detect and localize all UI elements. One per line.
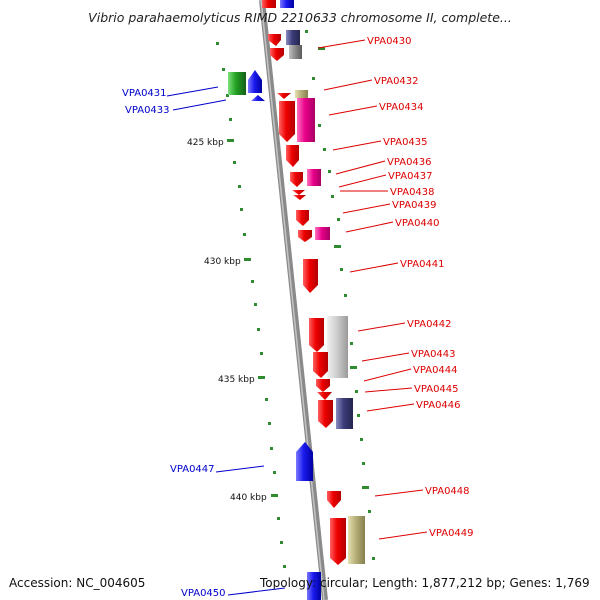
gene-label[interactable]: VPA0440 [395,218,440,229]
gene-feature [327,491,341,508]
genes-left-strand [228,70,313,481]
gene-feature [313,352,328,378]
gene-feature [303,259,318,293]
label-leader-lines [166,39,428,596]
gene-feature [280,0,294,8]
gene-label[interactable]: VPA0430 [367,36,412,47]
gene-feature [286,145,299,167]
scale-label: 425 kbp [187,138,224,148]
gene-feature [295,90,308,98]
gene-label[interactable]: VPA0449 [429,528,474,539]
gene-label[interactable]: VPA0433 [125,105,170,116]
gene-feature [336,398,353,429]
chromosome-backbone-highlight [260,0,325,600]
gene-feature [251,95,265,101]
gene-feature [268,34,281,46]
chromosome-backbone [259,0,328,600]
scale-label: 430 kbp [204,257,241,267]
gene-feature [327,316,348,378]
gene-feature [348,516,365,564]
gene-feature [307,572,321,600]
gene-feature [248,70,262,93]
gene-feature [277,93,291,99]
gene-feature [316,379,330,392]
gene-feature [296,210,309,226]
scale-label: 435 kbp [218,375,255,385]
topology-text: Topology: circular; Length: 1,877,212 bp… [260,576,590,590]
gene-feature [315,227,330,240]
gene-feature [292,190,305,195]
map-title: Vibrio parahaemolyticus RIMD 2210633 chr… [88,10,512,25]
genes-right-strand [262,0,365,600]
gene-label[interactable]: VPA0446 [416,400,461,411]
gene-feature [279,101,295,142]
scale-label: 440 kbp [230,493,267,503]
gene-label[interactable]: VPA0434 [379,102,424,113]
gene-label[interactable]: VPA0435 [383,137,428,148]
gene-label[interactable]: VPA0436 [387,157,432,168]
gene-feature [286,30,300,45]
gene-feature [309,318,324,352]
gene-feature [290,172,303,187]
gene-feature [296,442,313,481]
gene-feature [289,45,302,59]
scale-track-dots [216,30,375,568]
accession-text: Accession: NC_004605 [9,576,146,590]
scale-ticks [227,47,369,497]
gene-feature [298,230,312,242]
gene-label[interactable]: VPA0445 [414,384,459,395]
gene-label[interactable]: VPA0448 [425,486,470,497]
gene-label[interactable]: VPA0447 [170,464,215,475]
gene-feature [297,98,315,142]
gene-label[interactable]: VPA0450 [181,588,226,599]
gene-label[interactable]: VPA0442 [407,319,452,330]
gene-feature [293,195,306,200]
gene-feature [318,400,333,428]
gene-label[interactable]: VPA0438 [390,187,435,198]
gene-label[interactable]: VPA0431 [122,88,167,99]
gene-label[interactable]: VPA0437 [388,171,433,182]
gene-feature [307,169,321,186]
gene-label[interactable]: VPA0444 [413,365,458,376]
gene-feature [317,392,332,400]
gene-label[interactable]: VPA0439 [392,200,437,211]
gene-feature [270,48,284,61]
gene-label[interactable]: VPA0432 [374,76,419,87]
gene-label[interactable]: VPA0443 [411,349,456,360]
gene-feature [330,518,346,565]
gene-feature [262,0,276,8]
gene-label[interactable]: VPA0441 [400,259,445,270]
gene-feature [228,72,246,95]
